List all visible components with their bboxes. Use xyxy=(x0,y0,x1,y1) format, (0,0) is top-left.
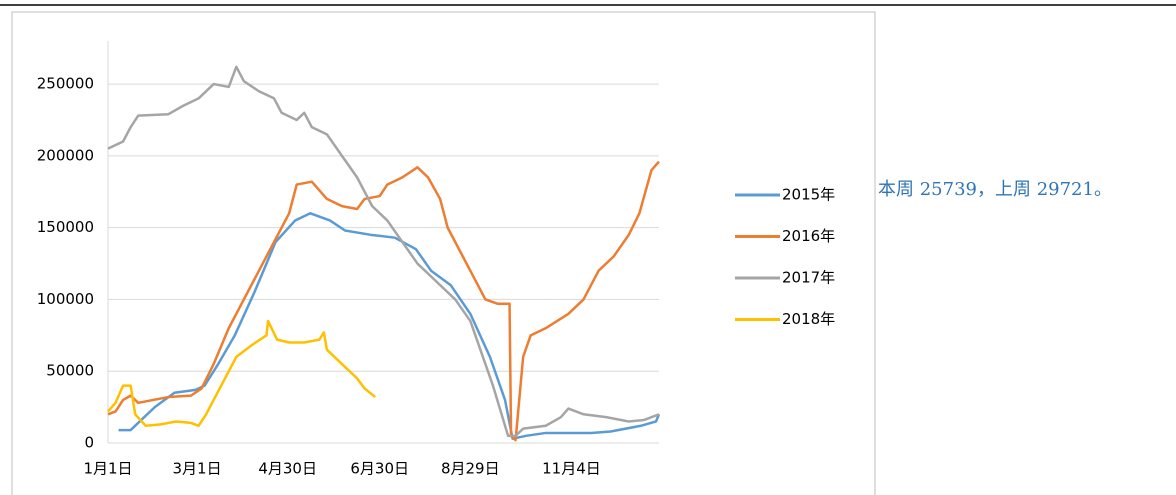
series-line xyxy=(107,65,660,438)
x-tick-label: 1月1日 xyxy=(83,460,132,478)
x-tick-label: 8月29日 xyxy=(441,460,500,478)
y-tick-label: 100000 xyxy=(37,290,94,308)
series-line xyxy=(118,212,661,440)
annotation: 本周 25739，上周 29721。 xyxy=(878,179,1112,200)
x-tick-label: 11月4日 xyxy=(542,460,601,478)
series-line xyxy=(107,319,376,428)
legend-label: 2018年 xyxy=(782,310,835,328)
y-tick-label: 50000 xyxy=(46,362,94,380)
legend-label: 2016年 xyxy=(782,227,835,245)
series-line xyxy=(107,160,660,442)
legend-label: 2017年 xyxy=(782,269,835,287)
y-tick-label: 200000 xyxy=(37,146,94,164)
chart-frame xyxy=(11,11,876,495)
y-tick-label: 0 xyxy=(84,434,94,452)
y-tick-label: 150000 xyxy=(37,218,94,236)
y-tick-label: 250000 xyxy=(37,75,94,93)
x-tick-label: 6月30日 xyxy=(350,460,409,478)
x-tick-label: 3月1日 xyxy=(173,460,222,478)
x-tick-label: 4月30日 xyxy=(258,460,317,478)
legend-label: 2015年 xyxy=(782,186,835,204)
